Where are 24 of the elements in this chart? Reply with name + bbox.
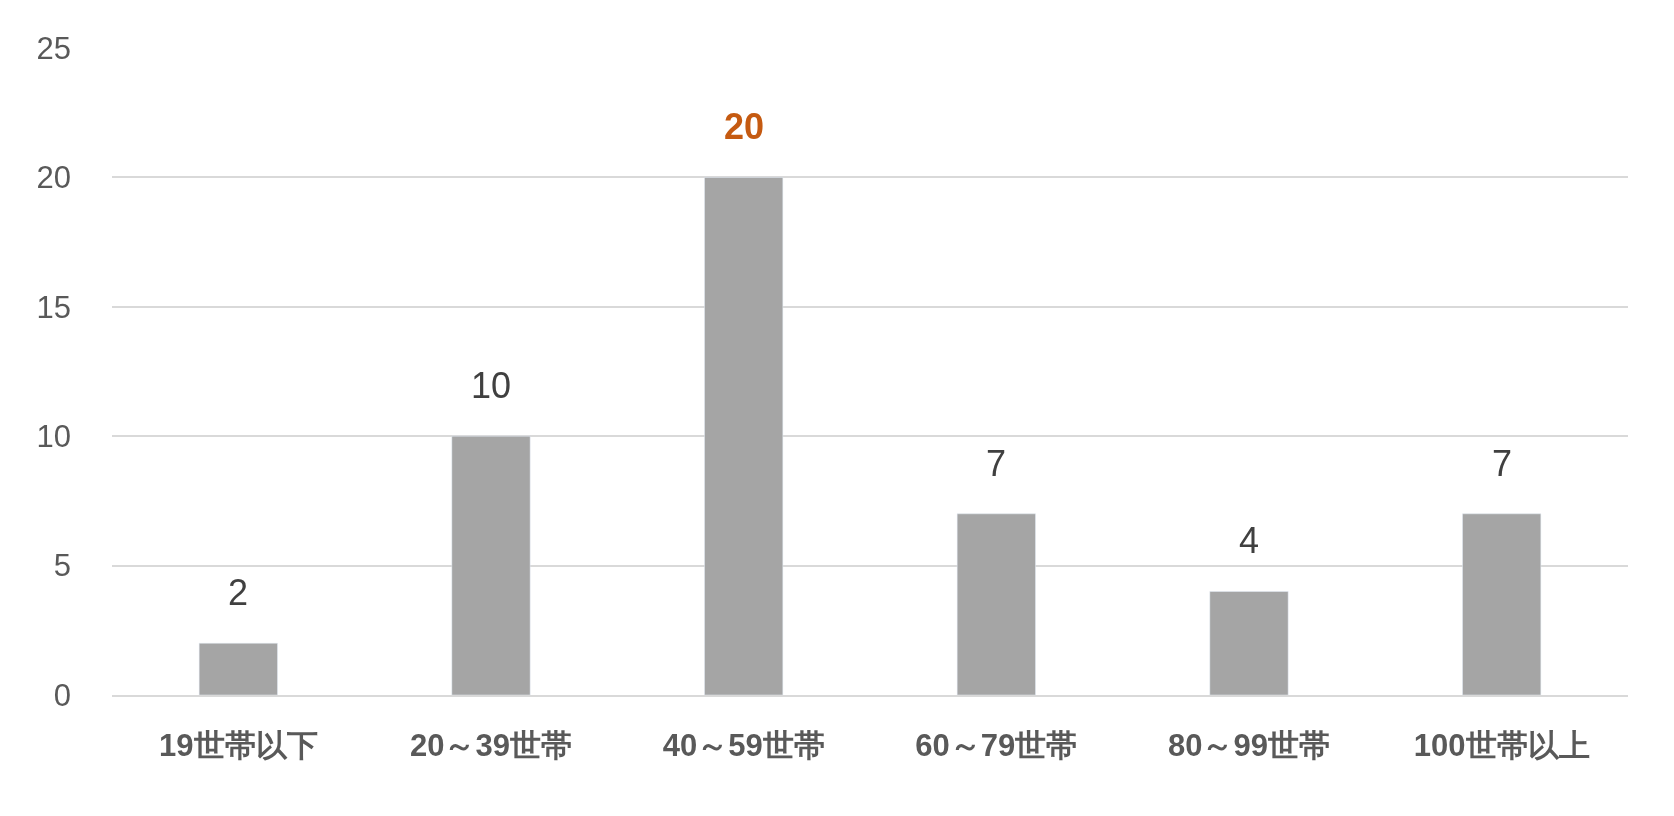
data-label: 7 [1492, 443, 1513, 484]
bar [956, 513, 1036, 695]
bar [451, 435, 531, 695]
y-tick-label: 0 [53, 677, 71, 713]
x-tick-label: 80～99世帯 [1168, 728, 1330, 764]
x-tick-label: 100世帯以上 [1413, 728, 1590, 764]
y-tick-label: 15 [36, 289, 71, 325]
x-tick-label: 20～39世帯 [410, 728, 572, 764]
data-label: 2 [228, 572, 249, 613]
bar [704, 177, 784, 695]
data-label: 10 [471, 365, 512, 406]
x-tick-label: 40～59世帯 [662, 728, 825, 764]
bar [1209, 591, 1289, 695]
y-tick-label: 25 [36, 30, 71, 66]
y-tick-label: 5 [53, 548, 71, 584]
bar [1462, 513, 1542, 695]
x-tick-label: 60～79世帯 [915, 728, 1078, 764]
y-tick-label: 10 [36, 419, 71, 455]
annotation: 20 [724, 106, 765, 147]
data-label: 7 [986, 443, 1007, 484]
x-tick-label: 19世帯以下 [159, 728, 318, 764]
data-label: 4 [1239, 520, 1260, 561]
bar [198, 642, 278, 695]
y-tick-label: 20 [36, 160, 71, 196]
